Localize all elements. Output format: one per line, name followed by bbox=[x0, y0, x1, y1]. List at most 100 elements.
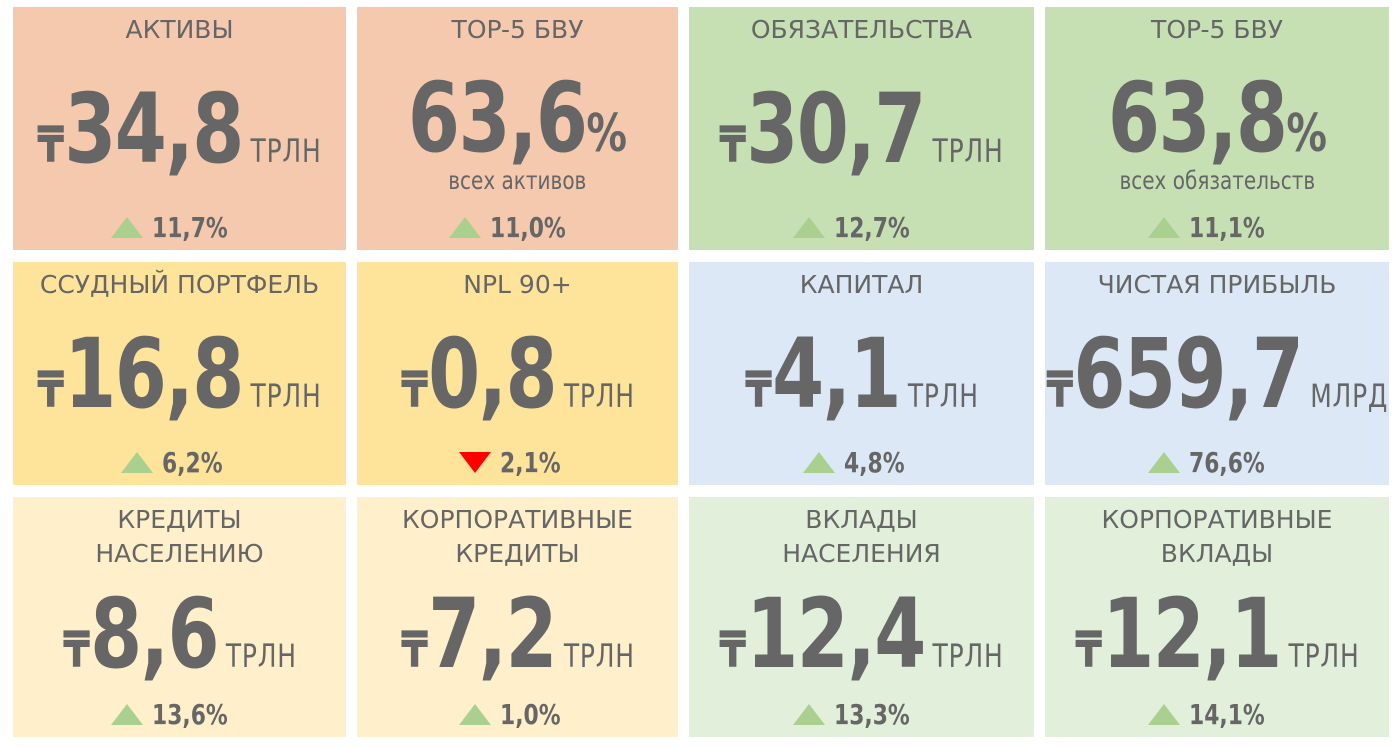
title-line: ЧИСТАЯ ПРИБЫЛЬ bbox=[1097, 270, 1337, 299]
value: 8,6 bbox=[89, 578, 220, 690]
tile-title: ЧИСТАЯ ПРИБЫЛЬ bbox=[1098, 268, 1337, 302]
value: 4,1 bbox=[771, 317, 902, 430]
unit: ТРЛН bbox=[563, 376, 635, 415]
tile-value-block: ₸ 7,2 ТРЛН bbox=[368, 571, 668, 697]
change-arrow bbox=[802, 452, 835, 473]
arrow-shape bbox=[458, 704, 491, 725]
change-value: 14,1% bbox=[1189, 697, 1266, 731]
value-row: 63,8% bbox=[1107, 62, 1326, 174]
change-value: 11,1% bbox=[1189, 210, 1266, 244]
currency-sign: ₸ bbox=[1074, 621, 1102, 679]
tile-value-block: ₸ 8,6 ТРЛН bbox=[30, 571, 330, 697]
arrow-shape bbox=[110, 704, 143, 725]
value: 30,7 bbox=[746, 72, 926, 185]
change: 14,1% bbox=[1147, 697, 1286, 731]
change-arrow bbox=[458, 452, 491, 473]
tile-value-block: ₸ 30,7 ТРЛН bbox=[689, 47, 1034, 210]
change-value: 76,6% bbox=[1189, 445, 1266, 479]
change: 13,6% bbox=[110, 697, 249, 731]
tile-value-block: ₸ 12,1 ТРЛН bbox=[1045, 571, 1389, 697]
change: 11,0% bbox=[448, 210, 587, 244]
title-line: ВКЛАДЫ bbox=[1160, 539, 1274, 568]
value-row: ₸ 7,2 ТРЛН bbox=[401, 578, 635, 690]
value: 12,1 bbox=[1101, 578, 1282, 690]
currency-sign: ₸ bbox=[62, 621, 90, 679]
unit: ТРЛН bbox=[1288, 637, 1360, 675]
arrow-shape bbox=[1148, 217, 1181, 238]
unit: ТРЛН bbox=[932, 131, 1004, 170]
change: 12,7% bbox=[792, 210, 931, 244]
title-line: КАПИТАЛ bbox=[799, 270, 924, 299]
currency-sign: ₸ bbox=[400, 360, 428, 419]
currency-sign: ₸ bbox=[400, 621, 428, 679]
title-line: TOP-5 БВУ bbox=[451, 15, 584, 44]
tile-value-block: ₸ 34,8 ТРЛН bbox=[13, 47, 346, 210]
value: 12,4 bbox=[746, 578, 926, 690]
change-value: 12,7% bbox=[833, 210, 910, 244]
tile-title: NPL 90+ bbox=[463, 268, 571, 302]
tile-title: ВКЛАДЫ НАСЕЛЕНИЯ bbox=[782, 503, 941, 571]
title-line: TOP-5 БВУ bbox=[1151, 15, 1283, 44]
arrow-shape bbox=[1148, 452, 1181, 473]
value: 63,8 bbox=[1107, 62, 1287, 174]
change-arrow bbox=[1148, 452, 1181, 473]
change-arrow bbox=[1148, 704, 1181, 725]
tile-title: ОБЯЗАТЕЛЬСТВА bbox=[751, 13, 972, 47]
value-row: 63,6% bbox=[408, 62, 627, 174]
tile: КРЕДИТЫ НАСЕЛЕНИЮ ₸ 8,6 ТРЛН 13,6% bbox=[13, 497, 346, 737]
change: 11,1% bbox=[1147, 210, 1286, 244]
currency-sign: ₸ bbox=[744, 360, 772, 419]
tile-value-block: ₸ 16,8 ТРЛН bbox=[13, 302, 346, 445]
value-row: ₸ 8,6 ТРЛН bbox=[63, 578, 297, 690]
unit: ТРЛН bbox=[563, 637, 635, 675]
tile-value-block: ₸ 659,7 МЛРД bbox=[1045, 302, 1389, 445]
currency-sign: ₸ bbox=[1046, 360, 1074, 419]
change: 11,7% bbox=[110, 210, 249, 244]
value-row: ₸ 30,7 ТРЛН bbox=[719, 73, 1003, 185]
title-line: NPL 90+ bbox=[463, 270, 572, 299]
title-line: КРЕДИТЫ bbox=[455, 539, 580, 568]
value-row: ₸ 4,1 ТРЛН bbox=[745, 318, 979, 430]
change: 1,0% bbox=[458, 697, 578, 731]
value-row: ₸ 34,8 ТРЛН bbox=[37, 73, 321, 185]
tile-value-block: ₸ 12,4 ТРЛН bbox=[689, 571, 1034, 697]
value: 16,8 bbox=[64, 317, 244, 430]
tile: ЧИСТАЯ ПРИБЫЛЬ ₸ 659,7 МЛРД 76,6% bbox=[1045, 262, 1389, 485]
change-value: 13,3% bbox=[833, 697, 910, 731]
tile: АКТИВЫ ₸ 34,8 ТРЛН 11,7% bbox=[13, 7, 346, 250]
value-row: ₸ 659,7 МЛРД bbox=[1046, 318, 1388, 430]
change-arrow bbox=[792, 704, 825, 725]
unit: МЛРД bbox=[1310, 376, 1388, 415]
change: 6,2% bbox=[120, 445, 240, 479]
currency-sign: ₸ bbox=[37, 115, 65, 174]
tile: ОБЯЗАТЕЛЬСТВА ₸ 30,7 ТРЛН 12,7% bbox=[689, 7, 1034, 250]
tile: КОРПОРАТИВНЫЕ КРЕДИТЫ ₸ 7,2 ТРЛН 1,0% bbox=[357, 497, 678, 737]
change-value: 13,6% bbox=[151, 697, 228, 731]
tile-title: КАПИТАЛ bbox=[800, 268, 924, 302]
tile-title: АКТИВЫ bbox=[125, 13, 233, 47]
tile: КАПИТАЛ ₸ 4,1 ТРЛН 4,8% bbox=[689, 262, 1034, 485]
tile-title: TOP-5 БВУ bbox=[1151, 13, 1283, 47]
change-value: 4,8% bbox=[843, 445, 905, 479]
tile-title: ССУДНЫЙ ПОРТФЕЛЬ bbox=[40, 268, 319, 302]
change-value: 11,0% bbox=[489, 210, 566, 244]
change: 2,1% bbox=[458, 445, 578, 479]
tile: NPL 90+ ₸ 0,8 ТРЛН 2,1% bbox=[357, 262, 678, 485]
subtitle: всех обязательств bbox=[1119, 166, 1315, 195]
tile-value-block: ₸ 4,1 ТРЛН bbox=[712, 302, 1012, 445]
arrow-shape bbox=[110, 217, 143, 238]
change-arrow bbox=[792, 217, 825, 238]
change-arrow bbox=[110, 217, 143, 238]
title-line: КРЕДИТЫ bbox=[117, 505, 242, 534]
tile: TOP-5 БВУ 63,8% всех обязательств 11,1% bbox=[1045, 7, 1389, 250]
currency-sign: ₸ bbox=[37, 360, 65, 419]
unit: ТРЛН bbox=[225, 637, 297, 675]
title-line: КОРПОРАТИВНЫЕ bbox=[402, 505, 633, 534]
unit: ТРЛН bbox=[250, 376, 322, 415]
change-arrow bbox=[120, 452, 153, 473]
change-arrow bbox=[1148, 217, 1181, 238]
value: 63,6 bbox=[407, 62, 588, 174]
change-value: 11,7% bbox=[151, 210, 228, 244]
value-row: ₸ 16,8 ТРЛН bbox=[37, 318, 321, 430]
